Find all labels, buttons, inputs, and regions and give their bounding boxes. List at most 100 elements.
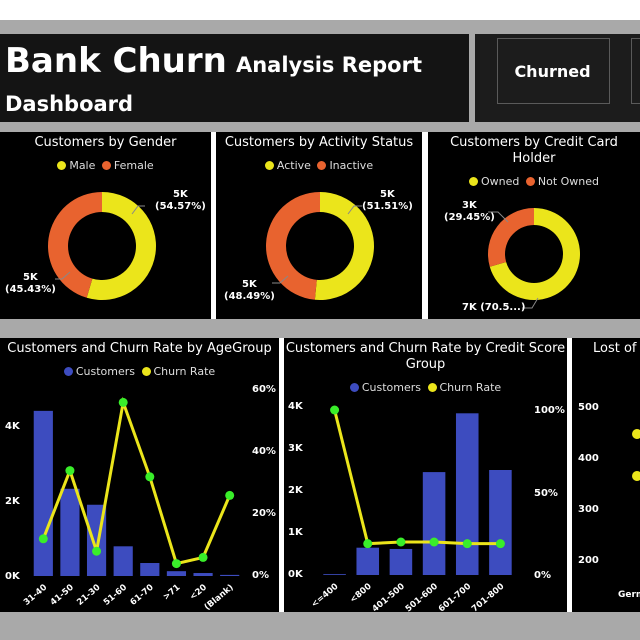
age-y2tick: 0% <box>252 570 269 581</box>
legend-inactive: Inactive <box>329 159 374 172</box>
churn-rate-point[interactable] <box>145 472 155 482</box>
bar-customers[interactable] <box>323 574 346 575</box>
bar-customers[interactable] <box>220 574 240 576</box>
activity-donut <box>266 192 375 300</box>
churn-rate-point[interactable] <box>462 539 472 549</box>
gender-label-b: 5K (45.43%) <box>5 272 56 295</box>
x-tick-label: 501-600 <box>404 582 440 612</box>
donut-slice-not-owned[interactable] <box>488 208 534 267</box>
gender-label-a: 5K (54.57%) <box>155 189 206 212</box>
gender-legend: Male Female <box>0 159 211 172</box>
age-combo-chart: 31-40 41-50 21-30 51-60 61-70 >71 <20(Blank) <box>22 396 240 612</box>
activity-panel: Customers by Activity Status Active Inac… <box>216 132 422 319</box>
x-tick-label: <800 <box>348 582 374 606</box>
tab-churned-label: Churned <box>514 62 591 81</box>
bar-customers[interactable] <box>193 573 213 576</box>
legend-female: Female <box>113 159 154 172</box>
donut-slice-female[interactable] <box>48 192 102 298</box>
gender-title: Customers by Gender <box>34 135 177 150</box>
churn-rate-point[interactable] <box>118 397 128 407</box>
bar-customers[interactable] <box>166 571 187 576</box>
age-y2tick: 20% <box>252 508 276 519</box>
age-ytick: 0K <box>5 571 20 582</box>
card-legend: Owned Not Owned <box>428 175 640 188</box>
legend-dot-inactive <box>317 161 327 170</box>
x-tick-label: 21-30 <box>75 583 102 608</box>
activity-label-b: 5K (48.49%) <box>224 279 275 302</box>
legend-active: Active <box>276 159 311 172</box>
churn-rate-point[interactable] <box>225 490 235 500</box>
report-title: Bank Churn <box>5 41 227 81</box>
activity-donut-chart <box>266 192 375 300</box>
credit-ytick: 4K <box>288 401 303 412</box>
header-gap <box>469 34 475 122</box>
churn-rate-point[interactable] <box>171 559 181 569</box>
churn-rate-point[interactable] <box>65 466 75 476</box>
legend-dot-male <box>57 161 67 170</box>
report-subtitle: Analysis Report <box>235 53 422 77</box>
legend-churn: Churn Rate <box>153 365 216 378</box>
activity-label-a: 5K (51.51%) <box>362 189 413 212</box>
bar-customers[interactable] <box>113 546 133 576</box>
tab-strip: Churned <box>475 34 640 122</box>
bar-customers[interactable] <box>489 470 512 575</box>
churn-rate-point[interactable] <box>38 534 48 544</box>
bar-customers[interactable] <box>455 413 479 575</box>
bar-customers[interactable] <box>60 488 80 576</box>
credit-ytick: 2K <box>288 485 303 496</box>
geo-ytick: 300 <box>578 504 599 515</box>
churn-rate-point[interactable] <box>429 537 439 547</box>
tab-churned[interactable] <box>497 38 610 104</box>
churn-rate-point[interactable] <box>363 539 373 549</box>
header-banner: Bank Churn Analysis Report Dashboard <box>0 34 469 122</box>
churn-rate-point[interactable] <box>495 539 505 549</box>
legend-owned: Owned <box>480 175 520 188</box>
x-tick-label: 51-60 <box>102 583 129 608</box>
legend-dot-not-owned <box>525 177 535 186</box>
legend-customers: Customers <box>361 381 421 394</box>
credit-ytick: 3K <box>288 443 303 454</box>
legend-dot-churn <box>141 367 151 376</box>
donut-slice-male[interactable] <box>86 192 157 300</box>
age-ytick: 2K <box>5 496 20 507</box>
credit-y2tick: 100% <box>534 405 565 416</box>
credit-legend: Customers Churn Rate <box>284 381 567 394</box>
credit-ytick: 1K <box>288 527 303 538</box>
legend-customers: Customers <box>75 365 135 378</box>
geo-ytick: 500 <box>578 402 599 413</box>
churn-rate-line <box>41 396 232 566</box>
bar-customers[interactable] <box>33 410 53 576</box>
x-tick-label: 701-800 <box>470 582 506 612</box>
donut-slice-owned[interactable] <box>489 208 580 300</box>
legend-churn: Churn Rate <box>439 381 502 394</box>
bar-customers[interactable] <box>389 548 413 575</box>
card-donut-chart <box>488 208 580 309</box>
age-panel: Customers and Churn Rate by AgeGroup Cus… <box>0 338 279 612</box>
x-tick-label: 41-50 <box>49 583 76 608</box>
x-tick-label: 31-40 <box>22 583 49 608</box>
credit-panel: Customers and Churn Rate by Credit Score… <box>284 338 567 612</box>
churn-rate-point[interactable] <box>396 537 406 547</box>
card-panel: Customers by Credit Card Holder Owned Not… <box>428 132 640 319</box>
legend-dot-owned <box>468 177 478 186</box>
legend-dot-active <box>264 161 274 170</box>
age-y2tick: 40% <box>252 446 276 457</box>
bar-customers[interactable] <box>356 547 380 575</box>
donut-slice-inactive[interactable] <box>266 192 320 300</box>
churn-rate-point[interactable] <box>92 546 102 556</box>
geo-ytick: 400 <box>578 453 599 464</box>
churn-rate-point[interactable] <box>198 552 208 562</box>
credit-ytick: 0K <box>288 569 303 580</box>
age-y2tick: 60% <box>252 384 276 395</box>
tab-next[interactable] <box>631 38 640 104</box>
legend-dot-customers <box>349 383 359 392</box>
card-donut <box>488 208 580 300</box>
age-legend: Customers Churn Rate <box>0 365 279 378</box>
churn-rate-point[interactable] <box>330 405 340 415</box>
x-tick-label: 401-500 <box>371 582 407 612</box>
bar-customers[interactable] <box>140 563 160 576</box>
bar-customers[interactable] <box>422 472 446 575</box>
donut-slice-active[interactable] <box>314 192 375 300</box>
legend-dot-female <box>101 161 111 170</box>
